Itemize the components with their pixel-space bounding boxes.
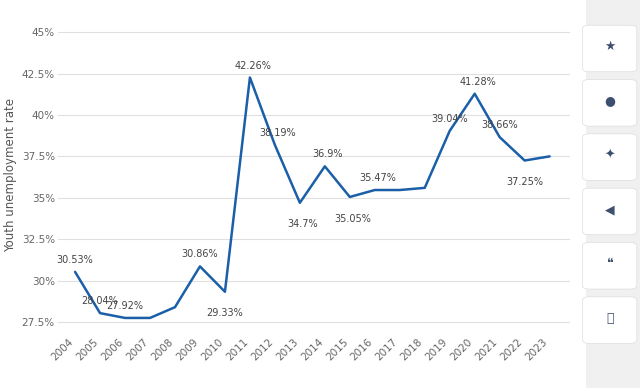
Text: 38.66%: 38.66% [481,120,518,130]
Text: ✦: ✦ [605,149,615,162]
Text: 30.53%: 30.53% [57,255,93,265]
Text: 28.04%: 28.04% [82,296,118,306]
Text: 37.25%: 37.25% [506,177,543,187]
Text: 30.86%: 30.86% [182,249,218,260]
Text: ❝: ❝ [607,257,613,270]
Text: ◀: ◀ [605,203,615,216]
Text: 39.04%: 39.04% [431,114,468,124]
Text: 29.33%: 29.33% [207,308,243,319]
Y-axis label: Youth unemployment rate: Youth unemployment rate [4,98,17,251]
Text: 27.92%: 27.92% [106,301,143,311]
Text: 38.19%: 38.19% [259,128,296,138]
Text: ●: ● [605,94,615,107]
Text: 35.05%: 35.05% [334,214,371,223]
Text: 34.7%: 34.7% [287,220,318,229]
Text: ⬛: ⬛ [606,312,614,325]
Text: 36.9%: 36.9% [312,149,343,159]
Text: ★: ★ [604,40,616,53]
Text: 42.26%: 42.26% [234,61,271,71]
Text: 35.47%: 35.47% [359,173,396,183]
Text: 41.28%: 41.28% [459,77,496,87]
